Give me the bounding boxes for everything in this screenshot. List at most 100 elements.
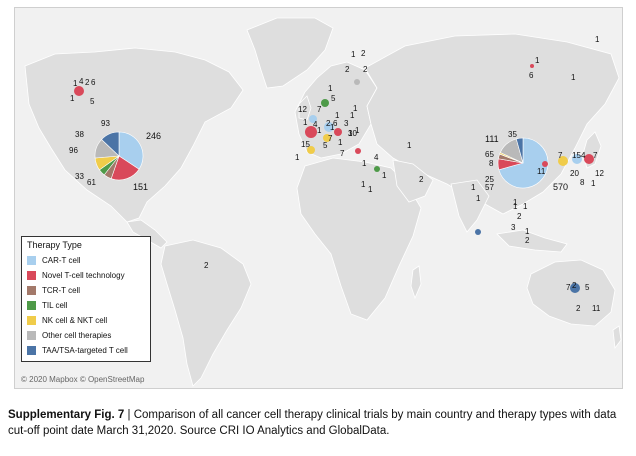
legend-rows: CAR-T cell Novel T-cell technology TCR-T c… (27, 253, 145, 358)
legend-item: Other cell therapies (27, 328, 145, 343)
count-label: 2 (363, 65, 368, 74)
count-label: 5 (585, 283, 590, 292)
count-label: 12 (595, 169, 604, 178)
map-panel: 1 4 2 6 1 5 93 246 38 96 33 61 151 1 2 2 2 1 6 1 5 12 7 1 1 1 4 1 2 1… (14, 7, 623, 389)
small-pie-marker (321, 99, 329, 107)
count-label: 35 (508, 130, 517, 139)
count-label: 2 (204, 261, 209, 270)
count-label: 5 (323, 141, 328, 150)
count-label: 7 (340, 149, 345, 158)
count-label: 15 (572, 151, 581, 160)
legend-item: NK cell & NKT cell (27, 313, 145, 328)
count-label: 1 (317, 126, 322, 135)
count-label: 11 (537, 167, 546, 176)
count-label: 2 (361, 49, 366, 58)
arabia-shape (392, 159, 434, 203)
map-attribution: © 2020 Mapbox © OpenStreetMap (21, 375, 145, 384)
legend-item: CAR-T cell (27, 253, 145, 268)
count-label: 12 (298, 105, 307, 114)
count-label: 5 (331, 94, 336, 103)
legend-swatch (27, 286, 36, 295)
count-label: 57 (485, 183, 494, 192)
new-zealand-shape (612, 325, 622, 350)
count-label: 1 (471, 183, 476, 192)
count-label: 7 (328, 134, 333, 143)
small-pie-marker (307, 146, 315, 154)
count-label: 1 (513, 202, 518, 211)
south-america-shape (160, 239, 252, 387)
asia-shape (364, 33, 620, 215)
india-shape (450, 179, 490, 233)
count-label: 1 (351, 50, 356, 59)
count-label: 2 (419, 175, 424, 184)
count-label: 4 (581, 151, 586, 160)
count-label: 20 (570, 169, 579, 178)
count-label: 6 (333, 119, 338, 128)
legend-swatch (27, 346, 36, 355)
count-label: 1 (335, 111, 340, 120)
count-label: 93 (101, 119, 110, 128)
count-label: 11 (592, 304, 601, 313)
central-america-shape (126, 219, 168, 249)
madagascar-shape (410, 265, 422, 300)
count-label: 111 (485, 134, 499, 144)
count-label: 1 (303, 118, 308, 127)
legend-swatch (27, 301, 36, 310)
small-pie-marker (542, 161, 548, 167)
count-label: 65 (485, 150, 494, 159)
count-label: 3 (511, 223, 516, 232)
small-pie-marker (354, 79, 360, 85)
count-label: 1 (523, 202, 528, 211)
legend-label: Novel T-cell technology (42, 271, 125, 280)
small-pie-marker (475, 229, 481, 235)
count-label: 1 (407, 141, 412, 150)
small-pie-marker (584, 154, 594, 164)
count-label: 2 (517, 212, 522, 221)
small-pie-marker (324, 122, 334, 132)
count-label: 246 (146, 131, 161, 141)
count-label: 1 (476, 194, 481, 203)
legend-title: Therapy Type (27, 240, 82, 250)
legend-label: CAR-T cell (42, 256, 81, 265)
count-label: 3 (344, 119, 349, 128)
count-label: 96 (69, 146, 78, 155)
small-pie-marker (572, 154, 582, 164)
indonesia-shape (496, 229, 568, 253)
count-label: 1 (362, 159, 367, 168)
caption-text: Comparison of all cancer cell therapy cl… (8, 409, 617, 437)
legend-swatch (27, 316, 36, 325)
count-label: 1 (355, 126, 360, 135)
count-label: 38 (75, 130, 84, 139)
count-label: 7 (593, 151, 598, 160)
small-pie-marker (334, 128, 342, 136)
count-label: 6 (529, 71, 534, 80)
count-label: 1 (368, 185, 373, 194)
caption-label: Supplementary Fig. 7 (8, 409, 125, 421)
legend-item: Novel T-cell technology (27, 268, 145, 283)
small-pie-marker (570, 283, 580, 293)
legend-item: TIL cell (27, 298, 145, 313)
uk-shape (298, 95, 312, 121)
count-label: 4 (313, 120, 318, 129)
figure-caption: Supplementary Fig. 7 | Comparison of all… (8, 407, 628, 439)
count-label: 7 (317, 105, 322, 114)
small-pie-marker (305, 126, 317, 138)
small-pie-marker (323, 134, 331, 142)
legend-label: TAA/TSA-targeted T cell (42, 346, 128, 355)
legend-box: Therapy Type CAR-T cell Novel T-cell tech… (21, 236, 151, 362)
legend-swatch (27, 271, 36, 280)
africa-shape (296, 157, 422, 321)
count-label: 25 (485, 175, 494, 184)
count-label: 2 (326, 119, 331, 128)
count-label: 1 (361, 180, 366, 189)
greenland-shape (246, 17, 334, 89)
count-label: 2 (345, 65, 350, 74)
legend-label: Other cell therapies (42, 331, 112, 340)
count-label: 33 (75, 172, 84, 181)
count-label: 1 (571, 73, 576, 82)
legend-swatch (27, 331, 36, 340)
caption-separator: | (124, 409, 134, 421)
count-label: 1 (591, 179, 596, 188)
